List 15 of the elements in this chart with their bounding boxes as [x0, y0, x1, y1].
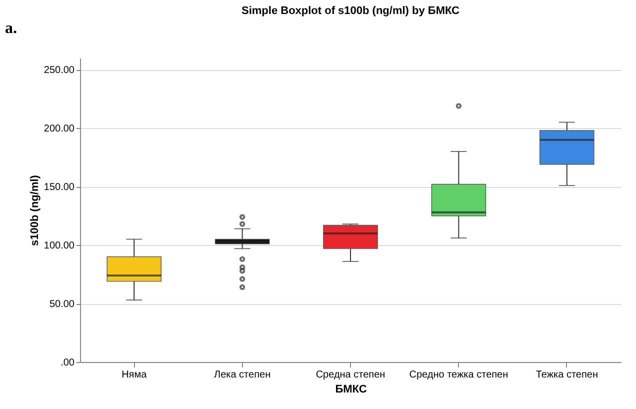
x-tick-label: Средна степен: [316, 370, 386, 380]
text: a.: [5, 20, 17, 37]
y-tick-label: 50.00: [49, 299, 75, 310]
x-tick-label: Няма: [122, 370, 148, 380]
y-tick-label: 100.00: [44, 240, 75, 252]
y-tick-label: .00: [60, 358, 75, 368]
x-tick-label: Средно тежка степен: [409, 370, 508, 380]
y-tick-label: 150.00: [44, 182, 75, 194]
y-tick-label: 250.00: [44, 65, 75, 76]
x-tick-label: Тежка степен: [536, 370, 598, 380]
chart-title: Simple Boxplot of s100b (ng/ml) by БМКС: [242, 5, 460, 17]
y-axis-title: s100b (ng/ml): [28, 174, 41, 246]
x-axis-title: БМКС: [335, 384, 367, 396]
x-tick-label: Лека степен: [214, 370, 271, 380]
y-tick-label: 200.00: [44, 124, 75, 135]
